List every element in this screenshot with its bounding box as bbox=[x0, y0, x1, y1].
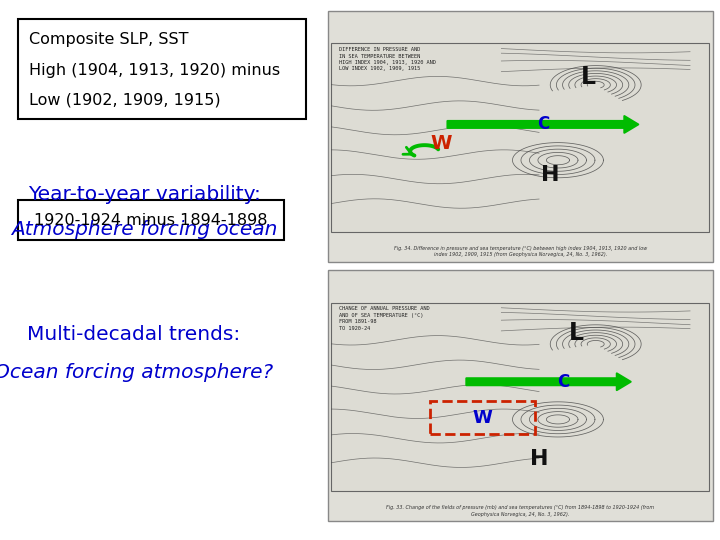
Text: Year-to-year variability:: Year-to-year variability: bbox=[27, 185, 261, 204]
Text: L: L bbox=[570, 321, 585, 345]
Text: W: W bbox=[430, 134, 451, 153]
Text: High (1904, 1913, 1920) minus: High (1904, 1913, 1920) minus bbox=[29, 63, 280, 78]
Text: Composite SLP, SST: Composite SLP, SST bbox=[29, 32, 189, 48]
Bar bbox=[331, 43, 709, 232]
Bar bbox=[328, 270, 713, 521]
Bar bbox=[328, 11, 713, 262]
Text: C: C bbox=[557, 373, 570, 391]
Text: H: H bbox=[530, 449, 549, 469]
Text: Fig. 34. Difference in pressure and sea temperature (°C) between high index 1904: Fig. 34. Difference in pressure and sea … bbox=[394, 246, 647, 258]
Bar bbox=[430, 401, 535, 435]
FancyArrowPatch shape bbox=[467, 373, 631, 390]
Bar bbox=[331, 302, 709, 491]
Text: DIFFERENCE IN PRESSURE AND
IN SEA TEMPERATURE BETWEEN
HIGH INDEX 1904, 1913, 192: DIFFERENCE IN PRESSURE AND IN SEA TEMPER… bbox=[339, 47, 436, 71]
Bar bbox=[18, 200, 284, 240]
Text: CHANGE OF ANNUAL PRESSURE AND
AND OF SEA TEMPERATURE (°C)
FROM 1891-98
TO 1920-2: CHANGE OF ANNUAL PRESSURE AND AND OF SEA… bbox=[339, 306, 430, 330]
Text: 1920-1924 minus 1894-1898: 1920-1924 minus 1894-1898 bbox=[35, 213, 268, 227]
Bar bbox=[18, 19, 306, 119]
Text: W: W bbox=[472, 409, 492, 427]
Text: Fig. 33. Change of the fields of pressure (mb) and sea temperatures (°C) from 18: Fig. 33. Change of the fields of pressur… bbox=[386, 505, 654, 517]
Text: Low (1902, 1909, 1915): Low (1902, 1909, 1915) bbox=[29, 93, 220, 108]
Text: H: H bbox=[541, 165, 559, 185]
Text: C: C bbox=[536, 116, 549, 133]
Text: L: L bbox=[580, 65, 595, 89]
Text: Ocean forcing atmosphere?: Ocean forcing atmosphere? bbox=[0, 363, 273, 382]
FancyArrowPatch shape bbox=[447, 116, 638, 133]
Text: Atmosphere forcing ocean: Atmosphere forcing ocean bbox=[11, 220, 277, 239]
Text: Multi-decadal trends:: Multi-decadal trends: bbox=[27, 325, 240, 345]
